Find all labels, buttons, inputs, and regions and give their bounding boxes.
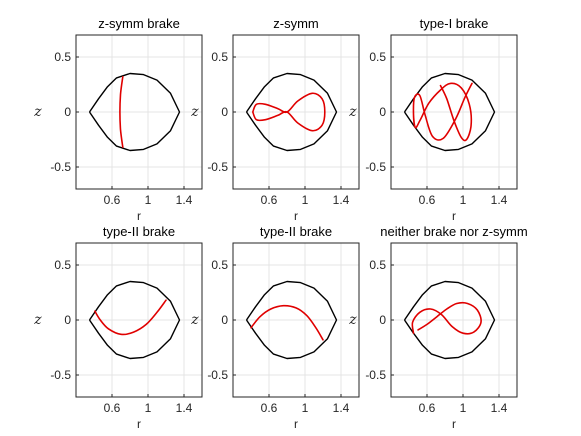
y-tick-label: 0: [64, 105, 71, 119]
subplot-title: z-symm: [273, 16, 319, 31]
y-tick-label: -0.5: [365, 368, 386, 382]
x-tick-label: 1.4: [333, 401, 350, 415]
boundary-curve: [403, 72, 496, 152]
x-tick-label: 1.4: [491, 193, 508, 207]
orbit-curve: [94, 299, 167, 336]
boundary-curve: [245, 280, 338, 360]
plot-lines: [403, 72, 496, 152]
plot-lines: [88, 72, 181, 152]
subplot-1: 0.6 1 1.4 0.5 0 -0.5 z-symm brake r z: [33, 16, 203, 223]
subplot-6: 0.6 1 1.4 0.5 0 -0.5 neither brake nor z-symm r…: [348, 224, 527, 431]
x-tick-label: 0.6: [419, 401, 436, 415]
subplot-title: neither brake nor z-symm: [380, 224, 527, 239]
y-axis-label: z: [348, 104, 357, 120]
x-tick-label: 1: [302, 193, 309, 207]
y-tick-label: 0.5: [369, 50, 386, 64]
orbit-curve: [119, 76, 124, 148]
y-tick-label: 0: [221, 105, 228, 119]
y-tick-label: 0: [221, 313, 228, 327]
y-axis-label: z: [348, 312, 357, 328]
y-tick-label: 0.5: [369, 258, 386, 272]
y-axis-label: z: [190, 104, 199, 120]
y-axis-label: z: [33, 312, 42, 328]
x-tick-label: 1.4: [491, 401, 508, 415]
x-tick-label: 1: [460, 193, 467, 207]
plot-lines: [403, 280, 496, 360]
boundary-curve: [403, 280, 496, 360]
x-axis-label: r: [452, 417, 456, 431]
subplot-3: 0.6 1 1.4 0.5 0 -0.5 type-I brake r z: [348, 16, 518, 223]
x-tick-label: 1: [145, 193, 152, 207]
subplot-title: z-symm brake: [98, 16, 180, 31]
y-axis-label: z: [190, 312, 199, 328]
y-tick-label: 0: [379, 105, 386, 119]
plot-lines: [245, 72, 338, 152]
x-axis-label: r: [294, 209, 298, 223]
orbit-curve: [411, 301, 482, 335]
y-tick-label: 0.5: [211, 50, 228, 64]
y-tick-label: 0.5: [211, 258, 228, 272]
orbit-curve: [252, 92, 326, 132]
boundary-curve: [88, 72, 181, 152]
y-tick-label: -0.5: [207, 368, 228, 382]
y-tick-label: -0.5: [207, 160, 228, 174]
y-tick-label: 0: [379, 313, 386, 327]
plot-lines: [88, 280, 181, 360]
x-tick-label: 0.6: [261, 193, 278, 207]
x-axis-label: r: [137, 209, 141, 223]
subplot-title: type-I brake: [420, 16, 489, 31]
x-axis-label: r: [294, 417, 298, 431]
subplot-4: 0.6 1 1.4 0.5 0 -0.5 type-II brake r z: [33, 224, 203, 431]
y-tick-label: 0.5: [54, 50, 71, 64]
x-tick-label: 0.6: [104, 401, 121, 415]
y-tick-label: -0.5: [50, 368, 71, 382]
x-tick-label: 0.6: [261, 401, 278, 415]
y-tick-label: 0: [64, 313, 71, 327]
boundary-curve: [245, 72, 338, 152]
x-tick-label: 1.4: [176, 193, 193, 207]
subplot-5: 0.6 1 1.4 0.5 0 -0.5 type-II brake r z: [190, 224, 360, 431]
orbit-curve: [250, 304, 324, 341]
y-axis-label: z: [33, 104, 42, 120]
x-tick-label: 0.6: [419, 193, 436, 207]
subplot-title: type-II brake: [103, 224, 175, 239]
x-tick-label: 1: [145, 401, 152, 415]
plot-lines: [245, 280, 338, 360]
boundary-curve: [88, 280, 181, 360]
x-tick-label: 1.4: [333, 193, 350, 207]
y-tick-label: -0.5: [365, 160, 386, 174]
subplot-title: type-II brake: [260, 224, 332, 239]
x-tick-label: 1: [302, 401, 309, 415]
x-axis-label: r: [137, 417, 141, 431]
y-tick-label: 0.5: [54, 258, 71, 272]
orbit-curve: [412, 82, 473, 142]
x-axis-label: r: [452, 209, 456, 223]
x-tick-label: 0.6: [104, 193, 121, 207]
subplot-2: 0.6 1 1.4 0.5 0 -0.5 z-symm r z: [190, 16, 360, 223]
x-tick-label: 1.4: [176, 401, 193, 415]
x-tick-label: 1: [460, 401, 467, 415]
y-tick-label: -0.5: [50, 160, 71, 174]
